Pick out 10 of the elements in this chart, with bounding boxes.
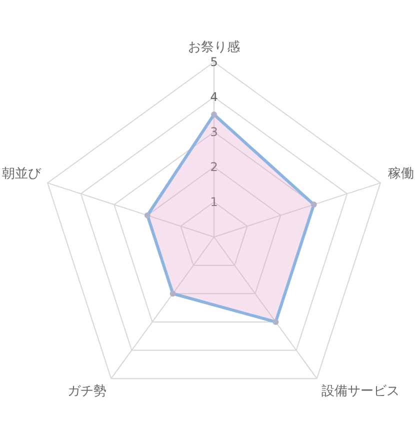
y-tick-label: 2 <box>210 160 218 174</box>
spoke-label: ガチ勢 <box>67 384 106 400</box>
y-tick-label: 4 <box>210 90 218 104</box>
y-tick-label: 3 <box>210 125 218 139</box>
spoke-label: 設備サービス <box>322 384 400 400</box>
y-tick-label: 1 <box>210 195 218 209</box>
spoke-label: 朝並び <box>2 166 42 182</box>
y-tick-label: 5 <box>210 55 218 69</box>
spoke-label: 稼働 <box>388 166 414 182</box>
spoke-label: お祭り感 <box>188 40 240 55</box>
